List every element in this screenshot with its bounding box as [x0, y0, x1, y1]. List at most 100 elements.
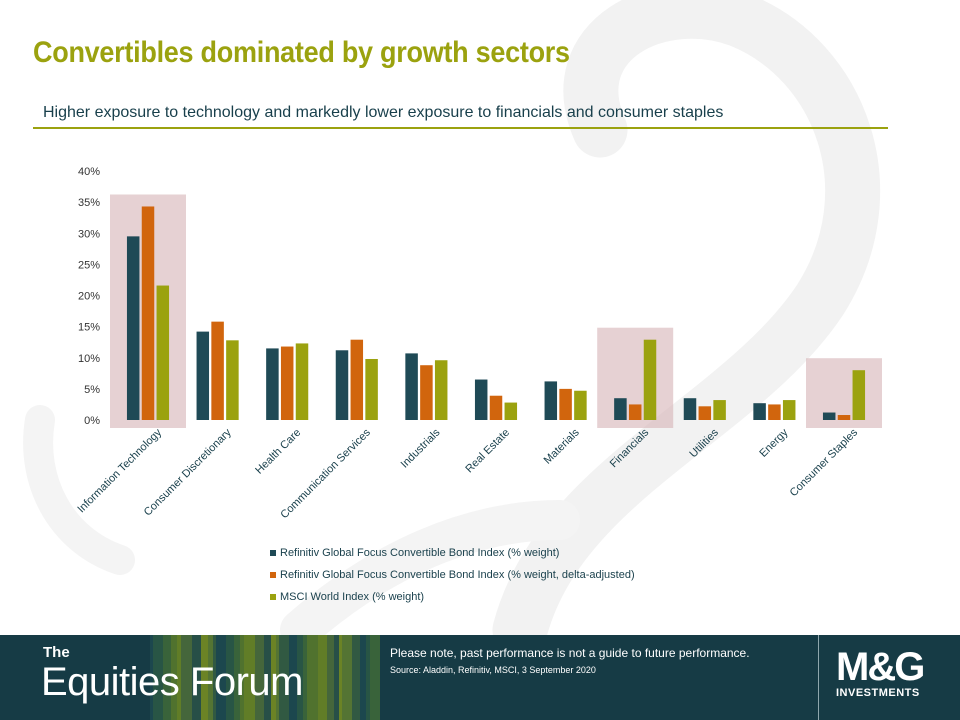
legend-item-delta-adjusted: Refinitiv Global Focus Convertible Bond …: [270, 564, 635, 586]
footer-stripe: [213, 635, 216, 720]
bar: [434, 360, 448, 420]
footer-stripe: [334, 635, 339, 720]
y-tick-label: 0%: [84, 415, 100, 427]
bar: [713, 400, 726, 420]
footer-stripe: [370, 635, 380, 720]
footer-stripe: [192, 635, 201, 720]
footer-stripe: [279, 635, 289, 720]
bar: [295, 343, 309, 420]
footer-stripe: [150, 635, 153, 720]
bar: [211, 321, 224, 420]
legend-item-msci: MSCI World Index (% weight): [270, 586, 635, 608]
brand-small-text: The: [43, 644, 70, 661]
footer-stripe: [360, 635, 366, 720]
footer-stripe: [234, 635, 240, 720]
bar: [489, 395, 503, 420]
footer-stripe: [327, 635, 334, 720]
y-tick-label: 40%: [78, 166, 100, 178]
legend-swatch-convertible: [270, 550, 276, 556]
bar: [574, 390, 587, 420]
footer-stripe: [181, 635, 192, 720]
footer-stripe: [163, 635, 171, 720]
logo-sub-text: INVESTMENTS: [836, 687, 920, 699]
footer-stripe: [339, 635, 342, 720]
bar: [852, 370, 866, 420]
footer-stripe: [271, 635, 276, 720]
page-subtitle: Higher exposure to technology and marked…: [43, 104, 724, 121]
y-tick-label: 15%: [78, 322, 100, 334]
bar: [683, 398, 697, 420]
y-tick-label: 30%: [78, 228, 100, 240]
footer-stripe: [303, 635, 307, 720]
legend-label-delta-adjusted: Refinitiv Global Focus Convertible Bond …: [280, 569, 635, 581]
logo-main-text: M&G: [836, 645, 925, 689]
legend-label-msci: MSCI World Index (% weight): [280, 591, 425, 603]
footer-stripe: [216, 635, 226, 720]
footer-stripe: [201, 635, 208, 720]
y-tick-label: 5%: [84, 384, 100, 396]
x-category-label: Materials: [542, 426, 582, 466]
footer-stripe: [208, 635, 213, 720]
bar: [782, 400, 796, 420]
footer-stripe: [264, 635, 271, 720]
footer-stripe: [318, 635, 327, 720]
bar: [474, 379, 488, 420]
bar: [365, 358, 378, 420]
y-tick-label: 25%: [78, 259, 100, 271]
bar: [822, 412, 836, 420]
bar: [837, 415, 851, 420]
source-note: Source: Aladdin, Refinitiv, MSCI, 3 Sept…: [390, 665, 596, 675]
footer-stripe: [352, 635, 360, 720]
bar: [350, 339, 364, 420]
title-divider: [33, 127, 888, 129]
footer-stripe: [177, 635, 181, 720]
sector-bar-chart: 0%5%10%15%20%25%30%35%40%Information Tec…: [75, 166, 882, 521]
bar: [698, 406, 712, 420]
bar: [559, 388, 572, 420]
footer-stripes: [150, 635, 380, 720]
performance-disclaimer: Please note, past performance is not a g…: [390, 646, 750, 660]
x-category-label: Industrials: [399, 426, 443, 470]
footer-stripe: [297, 635, 303, 720]
x-category-label: Health Care: [253, 427, 303, 477]
bar: [141, 206, 155, 420]
bar: [628, 404, 642, 420]
bar: [335, 350, 349, 420]
footer-stripe: [244, 635, 255, 720]
legend-item-convertible: Refinitiv Global Focus Convertible Bond …: [270, 542, 635, 564]
footer-stripe: [171, 635, 177, 720]
bar: [266, 348, 279, 420]
footer-stripe: [366, 635, 370, 720]
footer-stripe: [289, 635, 297, 720]
brand-title: Equities Forum: [41, 660, 303, 704]
footer-stripe: [153, 635, 163, 720]
chart-legend: Refinitiv Global Focus Convertible Bond …: [270, 542, 635, 608]
bar: [753, 403, 766, 420]
footer-stripe: [255, 635, 264, 720]
y-tick-label: 10%: [78, 353, 100, 365]
x-category-label: Energy: [757, 426, 790, 459]
legend-swatch-delta-adjusted: [270, 572, 276, 578]
bar: [768, 404, 781, 420]
footer-stripe: [226, 635, 234, 720]
x-category-label: Consumer Staples: [788, 426, 861, 499]
bar: [544, 381, 558, 420]
bar: [405, 353, 418, 420]
footer-stripe: [342, 635, 352, 720]
background-watermark: [23, 0, 880, 635]
page-title: Convertibles dominated by growth sectors: [33, 36, 570, 69]
bar: [156, 285, 170, 420]
legend-label-convertible: Refinitiv Global Focus Convertible Bond …: [280, 547, 560, 559]
bar: [614, 398, 627, 420]
bar: [504, 402, 518, 420]
footer-stripe: [307, 635, 318, 720]
bar: [420, 365, 433, 420]
bar: [226, 340, 239, 420]
footer-stripe: [240, 635, 244, 720]
footer-bar: The Equities Forum Please note, past per…: [0, 635, 960, 720]
x-category-label: Utilities: [687, 426, 721, 460]
legend-swatch-msci: [270, 594, 276, 600]
mg-investments-logo: M&G INVESTMENTS: [836, 645, 946, 711]
x-category-label: Financials: [608, 426, 652, 470]
bar: [126, 236, 140, 420]
